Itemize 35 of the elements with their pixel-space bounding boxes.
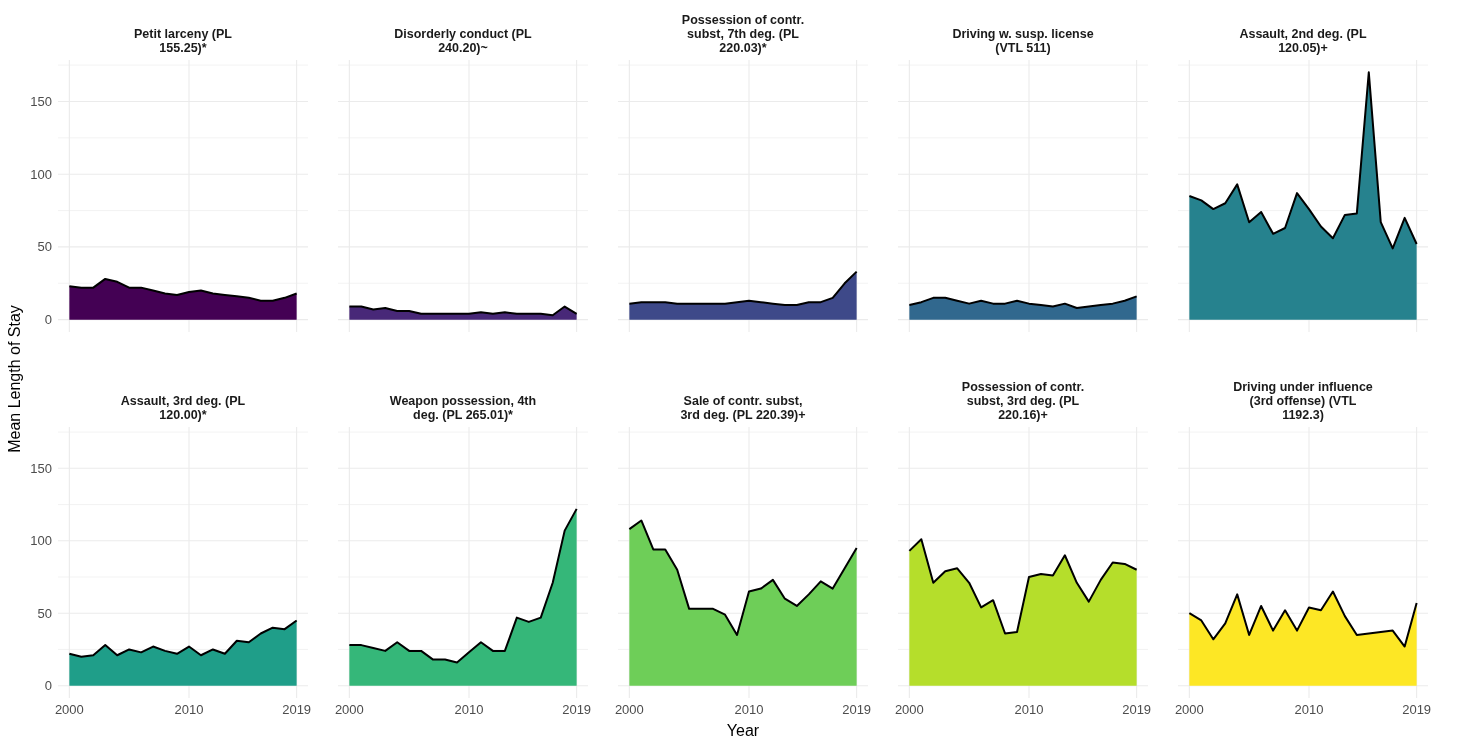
y-axis-title: Mean Length of Stay [6,305,23,453]
chart-title: Assault, 2nd deg. (PL 120.05)+ [1239,27,1367,55]
x-tick-label: 2019 [1122,702,1152,717]
chart-title: Sale of contr. subst, 3rd deg. (PL 220.39)+ [680,394,806,422]
x-tick-label: 2000 [334,702,364,717]
chart-title: Disorderly conduct (PL 240.20)~ [394,27,533,55]
y-tick-label: 100 [30,166,52,182]
x-tick-label: 2000 [894,702,924,717]
x-tick-label: 2019 [842,702,872,717]
x-axis-title: Year [726,722,760,739]
x-tick-label: 2010 [454,702,484,717]
chart-title: Assault, 3rd deg. (PL 120.00)* [120,394,246,422]
x-tick-label: 2010 [1014,702,1044,717]
y-tick-label: 50 [37,239,52,255]
y-tick-label: 0 [44,312,52,328]
y-tick-label: 150 [30,94,52,109]
chart-title: Petit larceny (PL 155.25)* [134,27,233,55]
chart-title: Possession of contr. subst, 3rd deg. (PL 220.16)+ [961,380,1085,422]
y-tick-label: 100 [30,533,52,549]
x-tick-label: 2010 [1294,702,1324,717]
y-tick-label: 150 [30,460,52,476]
y-tick-label: 0 [44,678,52,694]
x-tick-label: 2010 [174,702,204,717]
x-tick-label: 2010 [734,702,764,717]
x-tick-label: 2019 [562,702,592,717]
chart-title: Possession of contr. subst, 7th deg. (PL 220.03)* [681,13,805,55]
x-tick-label: 2019 [282,702,312,717]
x-tick-label: 2000 [614,702,644,717]
chart-title: Weapon possession, 4th deg. (PL 265.01)* [389,394,537,422]
x-tick-label: 2000 [1174,702,1204,717]
chart-title: Driving w. susp. license (VTL 511) [952,27,1094,55]
chart-title: Driving under influence (3rd offense) (VTL 1192.3) [1233,380,1373,422]
x-tick-label: 2019 [1402,702,1432,717]
y-tick-label: 50 [37,605,52,621]
x-tick-label: 2000 [54,702,84,717]
